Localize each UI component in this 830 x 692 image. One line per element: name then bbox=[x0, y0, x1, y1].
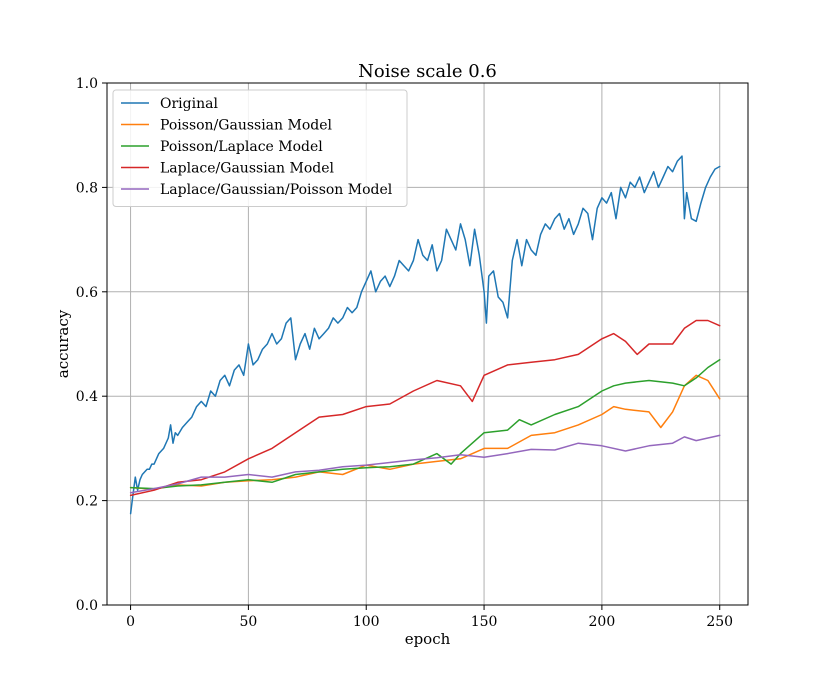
x-axis-label: epoch bbox=[405, 630, 451, 648]
series-layer bbox=[129, 155, 721, 515]
series-line-poisson-gaussian-model bbox=[129, 374, 721, 490]
x-tick-label: 50 bbox=[239, 614, 257, 630]
plot-frame bbox=[106, 82, 749, 606]
legend: Original Poisson/Gaussian Model Poisson/La… bbox=[112, 89, 408, 207]
series-line-laplace-gaussian-model bbox=[129, 319, 721, 497]
y-tick-label: 1.0 bbox=[76, 76, 98, 92]
legend-entry-label: Laplace/Gaussian/Poisson Model bbox=[160, 182, 393, 198]
y-tick-label: 0.6 bbox=[76, 285, 98, 301]
tick-layer: 0 50 100 150 200 250 0.0 0.2 0.4 0.6 0.8 1.0 bbox=[76, 76, 733, 630]
legend-box bbox=[112, 89, 408, 207]
series-line-poisson-laplace-model bbox=[129, 358, 721, 490]
legend-entry-label: Original bbox=[160, 96, 218, 112]
legend-entry-label: Poisson/Gaussian Model bbox=[160, 118, 333, 134]
x-tick-label: 0 bbox=[126, 614, 135, 630]
x-tick-label: 200 bbox=[589, 614, 616, 630]
x-tick-label: 100 bbox=[353, 614, 380, 630]
legend-entry-label: Poisson/Laplace Model bbox=[160, 139, 323, 155]
series-line-laplace-gaussian-poisson-model bbox=[129, 434, 721, 494]
y-tick-label: 0.8 bbox=[76, 180, 98, 196]
y-tick-label: 0.4 bbox=[76, 389, 98, 405]
x-tick-label: 150 bbox=[471, 614, 498, 630]
x-tick-label: 250 bbox=[706, 614, 733, 630]
chart-title: Noise scale 0.6 bbox=[358, 61, 497, 82]
y-tick-label: 0.2 bbox=[76, 494, 98, 510]
y-tick-label: 0.0 bbox=[76, 598, 98, 614]
series-line-original bbox=[129, 155, 721, 515]
legend-entry-label: Laplace/Gaussian Model bbox=[160, 161, 334, 177]
y-axis-label: accuracy bbox=[54, 309, 72, 378]
